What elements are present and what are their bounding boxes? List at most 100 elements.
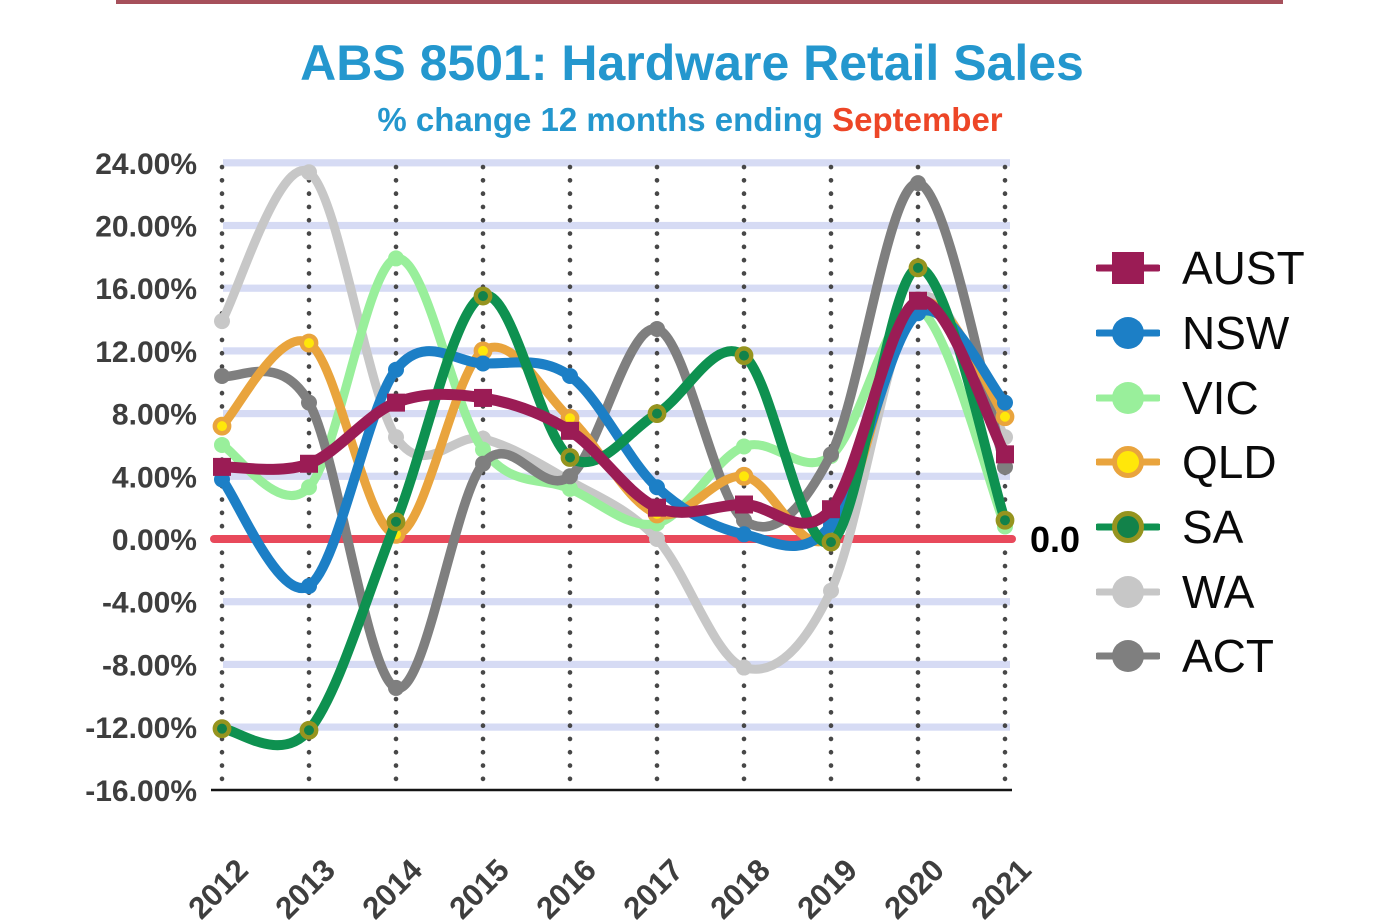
series-marker-SA	[821, 532, 841, 552]
legend-marker-shape	[1112, 446, 1144, 479]
gridline-band	[223, 410, 1010, 418]
subtitle-prefix: % change 12 months ending	[377, 101, 833, 138]
series-marker-NSW	[736, 526, 752, 543]
series-marker-ACT	[823, 446, 839, 463]
page-title: ABS 8501: Hardware Retail Sales	[300, 35, 1084, 91]
legend: AUST NSW VIC QLD SA WA ACT	[1096, 236, 1305, 689]
x-tick-label: 2013	[268, 852, 342, 924]
x-tick-label: 2017	[616, 852, 690, 924]
series-marker-SA	[647, 404, 667, 423]
y-tick-label: 24.00%	[95, 148, 197, 181]
y-tick-label: -8.00%	[102, 649, 197, 682]
series-marker-AUST	[300, 454, 318, 473]
legend-label-QLD: QLD	[1182, 436, 1277, 489]
series-marker-QLD	[299, 333, 319, 353]
y-tick-label: 20.00%	[95, 211, 197, 244]
series-marker-WA	[388, 429, 404, 446]
series-marker-AUST	[387, 393, 405, 412]
series-marker-ACT	[562, 468, 578, 485]
legend-label-WA: WA	[1182, 565, 1255, 618]
legend-marker-shape	[1112, 575, 1144, 608]
x-tick-label: 2021	[964, 852, 1038, 924]
legend-marker-shape	[1112, 381, 1144, 414]
legend-marker-SA	[1096, 511, 1160, 544]
gridline-band	[223, 598, 1010, 606]
legend-label-NSW: NSW	[1182, 307, 1290, 360]
series-marker-WA	[301, 164, 317, 181]
series-marker-NSW	[475, 355, 491, 372]
series-marker-VIC	[736, 438, 752, 455]
legend-marker-shape	[1112, 317, 1144, 350]
gridline-band	[223, 723, 1010, 731]
series-marker-NSW	[388, 361, 404, 378]
x-tick-label: 2014	[355, 852, 429, 924]
series-marker-VIC	[562, 480, 578, 497]
chart-subtitle: % change 12 months ending September	[0, 101, 1380, 139]
series-marker-AUST	[996, 445, 1014, 464]
gridline-band	[223, 284, 1010, 292]
series-marker-SA	[995, 510, 1015, 530]
y-tick-label: -4.00%	[102, 587, 197, 620]
series-marker-AUST	[474, 388, 492, 407]
legend-marker-shape	[1112, 640, 1144, 673]
legend-marker-NSW	[1096, 317, 1160, 350]
legend-marker-AUST	[1096, 252, 1160, 285]
legend-item-VIC: VIC	[1096, 365, 1305, 430]
gridline-band	[223, 347, 1010, 355]
y-tick-label: -12.00%	[85, 712, 197, 745]
legend-marker-ACT	[1096, 640, 1160, 673]
series-marker-SA	[908, 258, 928, 278]
x-tick-label: 2020	[877, 852, 951, 924]
x-tick-label: 2019	[790, 852, 864, 924]
series-marker-NSW	[649, 479, 665, 496]
legend-item-AUST: AUST	[1096, 236, 1305, 301]
series-marker-ACT	[649, 320, 665, 337]
legend-item-SA: SA	[1096, 495, 1305, 560]
x-tick-label: 2015	[442, 852, 516, 924]
legend-item-ACT: ACT	[1096, 624, 1305, 689]
top-rule	[116, 0, 1283, 4]
series-marker-WA	[214, 313, 230, 330]
y-tick-label: 12.00%	[95, 336, 197, 369]
zero-line-label: 0.0	[1030, 519, 1081, 560]
series-marker-VIC	[388, 250, 404, 267]
legend-label-SA: SA	[1182, 501, 1244, 554]
gridline-band	[223, 660, 1010, 668]
gridline-band	[223, 159, 1010, 167]
legend-label-ACT: ACT	[1182, 630, 1274, 683]
series-marker-SA	[386, 512, 406, 532]
series-marker-QLD	[995, 407, 1015, 427]
series-marker-AUST	[909, 291, 927, 310]
series-marker-AUST	[648, 498, 666, 517]
series-marker-SA	[560, 448, 580, 467]
series-marker-NSW	[823, 516, 839, 533]
series-marker-NSW	[997, 394, 1013, 411]
y-tick-label: 0.00%	[112, 524, 197, 557]
series-marker-ACT	[301, 394, 317, 411]
legend-marker-QLD	[1096, 446, 1160, 479]
legend-label-VIC: VIC	[1182, 371, 1259, 424]
series-marker-AUST	[735, 495, 753, 514]
legend-marker-shape	[1112, 252, 1144, 285]
series-marker-SA	[299, 720, 319, 740]
series-marker-ACT	[475, 455, 491, 472]
series-marker-AUST	[213, 457, 231, 476]
series-line-SA	[217, 262, 1010, 751]
x-tick-label: 2018	[703, 852, 777, 924]
series-marker-SA	[212, 719, 232, 739]
series-marker-VIC	[301, 479, 317, 496]
gridline-band	[223, 221, 1010, 230]
legend-marker-VIC	[1096, 381, 1160, 414]
series-marker-SA	[734, 346, 754, 366]
series-marker-AUST	[561, 421, 579, 440]
series-marker-QLD	[734, 466, 754, 486]
y-tick-label: 16.00%	[95, 273, 197, 306]
legend-label-AUST: AUST	[1182, 242, 1305, 295]
series-marker-ACT	[736, 512, 752, 529]
series-marker-WA	[736, 659, 752, 676]
series-marker-QLD	[212, 416, 232, 436]
x-tick-label: 2016	[529, 852, 603, 924]
subtitle-highlight: September	[832, 101, 1003, 138]
y-tick-label: -16.00%	[85, 775, 197, 808]
